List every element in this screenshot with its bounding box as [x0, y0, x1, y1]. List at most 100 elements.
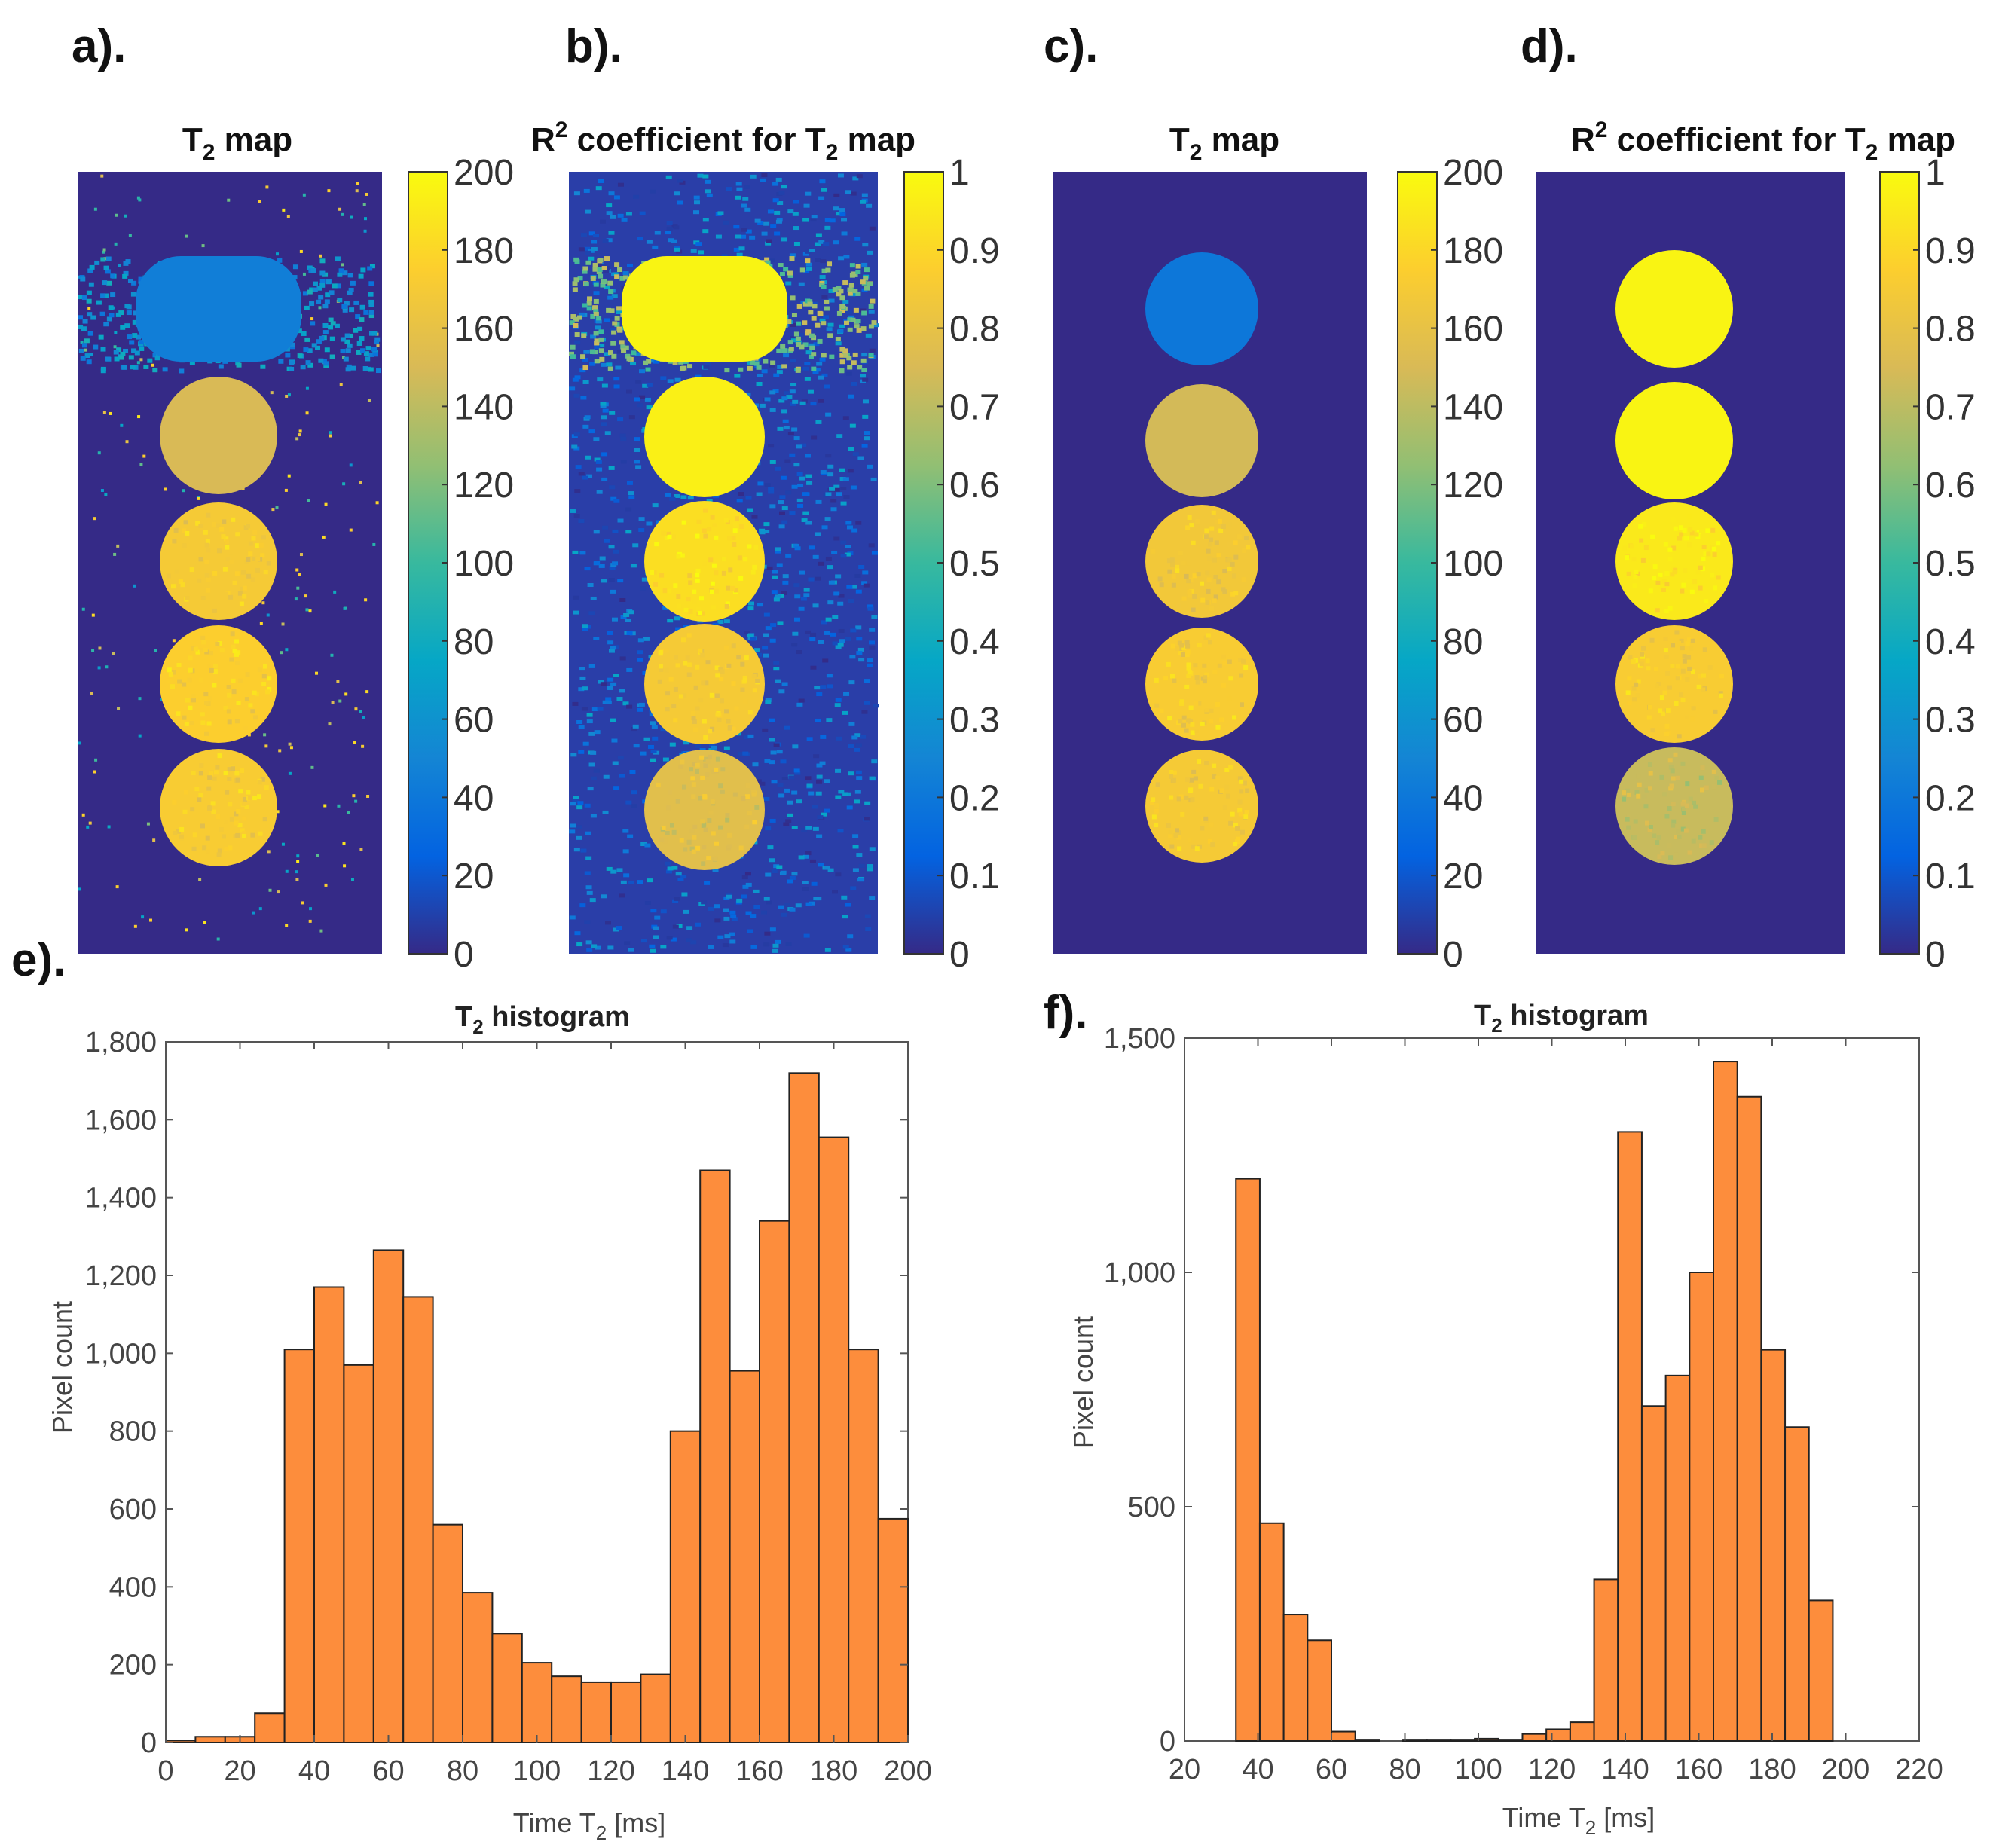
map-b-noise-speck	[837, 601, 844, 606]
map-b-noise-speck	[815, 499, 822, 504]
map-a-disk-texture	[182, 682, 187, 687]
map-b-disk-texture	[707, 818, 712, 823]
map-a-noise-speck	[86, 825, 90, 829]
map-b-noise-speck	[763, 612, 770, 617]
map-d-disk-texture	[1698, 585, 1703, 591]
map-b-tube-band	[825, 267, 831, 273]
map-b-noise-speck	[777, 621, 784, 625]
map-b-noise-speck	[805, 350, 812, 355]
histogram-f-bar	[1331, 1730, 1356, 1743]
map-a-noise-speck	[98, 646, 102, 650]
map-d-disk-texture	[1686, 578, 1692, 583]
map-b-noise-speck	[873, 323, 879, 328]
map-b-noise-speck	[646, 521, 653, 526]
map-b-noise-speck	[625, 619, 631, 623]
map-b-noise-speck	[674, 191, 680, 196]
map-b-noise-speck	[574, 340, 581, 344]
map-d-disk-texture	[1664, 570, 1670, 576]
map-b-noise-speck	[804, 377, 811, 381]
map-a-disk-texture	[188, 655, 193, 661]
map-b-noise-speck	[584, 920, 591, 924]
map-b-tube-band	[808, 354, 814, 359]
map-d-disk-texture	[1682, 527, 1687, 533]
map-b-noise-speck	[840, 487, 847, 491]
map-d-disk-texture	[1691, 800, 1696, 805]
map-b-noise-speck	[587, 582, 594, 587]
map-b-tube-band	[614, 262, 620, 267]
map-b-noise-speck	[821, 373, 828, 377]
map-b-noise-speck	[606, 238, 613, 243]
map-c-disk-texture	[1176, 796, 1181, 802]
map-c-disk-texture	[1235, 839, 1240, 845]
map-a-tube-band	[162, 367, 168, 372]
map-a-noise-speck	[341, 263, 344, 267]
map-a-disk-texture	[209, 771, 214, 777]
map-b-tube-band	[643, 360, 649, 365]
map-b-disk-texture	[689, 846, 695, 851]
colorbar-a-tick-label: 120	[454, 466, 514, 506]
map-a-tube-band	[289, 342, 295, 347]
map-b-disk-texture	[665, 707, 670, 712]
map-b-tube-band	[621, 348, 627, 353]
map-b-noise-speck	[571, 444, 578, 449]
map-a-noise-speck	[344, 692, 348, 696]
map-c-disk-texture	[1204, 761, 1209, 766]
map-b-noise-speck	[781, 520, 788, 524]
map-b-disk-texture	[671, 829, 677, 835]
map-b-tube-band	[747, 365, 753, 371]
map-b-tube-band	[868, 304, 874, 309]
map-b-tube-band	[844, 320, 850, 325]
map-c-disk-texture	[1222, 569, 1227, 574]
map-b-disk-texture	[690, 710, 695, 716]
map-b-disk-texture	[727, 844, 732, 849]
map-b-noise-speck	[756, 382, 763, 386]
map-b-noise-speck	[848, 394, 854, 399]
map-a-tube-band	[349, 307, 355, 313]
map-a-tube-band	[128, 355, 134, 360]
map-c-disk-texture	[1207, 838, 1212, 844]
map-b-disk-texture	[721, 570, 726, 576]
map-b-tube-band	[843, 353, 849, 358]
map-b-noise-speck	[656, 520, 662, 524]
map-b-noise-speck	[616, 697, 623, 701]
map-b-noise-speck	[617, 579, 624, 583]
map-b-noise-speck	[637, 650, 643, 655]
map-c-disk-texture	[1176, 835, 1181, 840]
map-b-noise-speck	[650, 909, 657, 913]
map-c-disk-texture	[1175, 646, 1180, 652]
map-a-disk-texture	[213, 770, 219, 775]
map-b-noise-speck	[594, 457, 601, 462]
map-b-noise-speck	[780, 870, 787, 875]
map-a-noise-speck	[304, 594, 307, 598]
map-b-disk-texture	[695, 664, 700, 670]
map-a-disk-texture	[235, 532, 240, 537]
map-b-disk-texture	[688, 609, 693, 614]
map-b-noise-speck	[777, 201, 784, 206]
map-b-tube-band	[576, 315, 582, 320]
map-a-tube-band	[319, 283, 326, 288]
map-d-disk-texture	[1679, 532, 1684, 537]
map-b-tube-band	[855, 291, 861, 296]
map-a-disk-texture	[237, 678, 243, 683]
map-c-disk-texture	[1188, 719, 1194, 724]
map-a-noise-speck	[362, 203, 366, 206]
histogram-e-bar	[194, 1736, 226, 1743]
map-a-disk-texture	[168, 671, 173, 677]
map-a-tube-band	[309, 287, 315, 292]
map-a-disk-texture	[182, 528, 187, 533]
map-a-tube-band	[292, 275, 298, 280]
map-b-noise-speck	[733, 225, 740, 229]
panel-letter-f: f).	[1044, 987, 1088, 1039]
map-a-disk-texture	[250, 709, 255, 714]
map-b-tube-band	[861, 310, 867, 316]
map-a-tube-band	[323, 363, 329, 368]
colorbar-d-tick-label: 1	[1925, 153, 1946, 193]
map-b-noise-speck	[847, 934, 854, 939]
map-b-noise-speck	[819, 761, 826, 765]
map-b-disk-texture	[686, 839, 692, 845]
map-b-tube-band	[811, 366, 817, 371]
map-a-disk-texture	[212, 570, 218, 576]
map-b-tube-band	[593, 331, 599, 336]
map-b-noise-speck	[693, 200, 700, 205]
map-b-noise-speck	[582, 357, 588, 362]
